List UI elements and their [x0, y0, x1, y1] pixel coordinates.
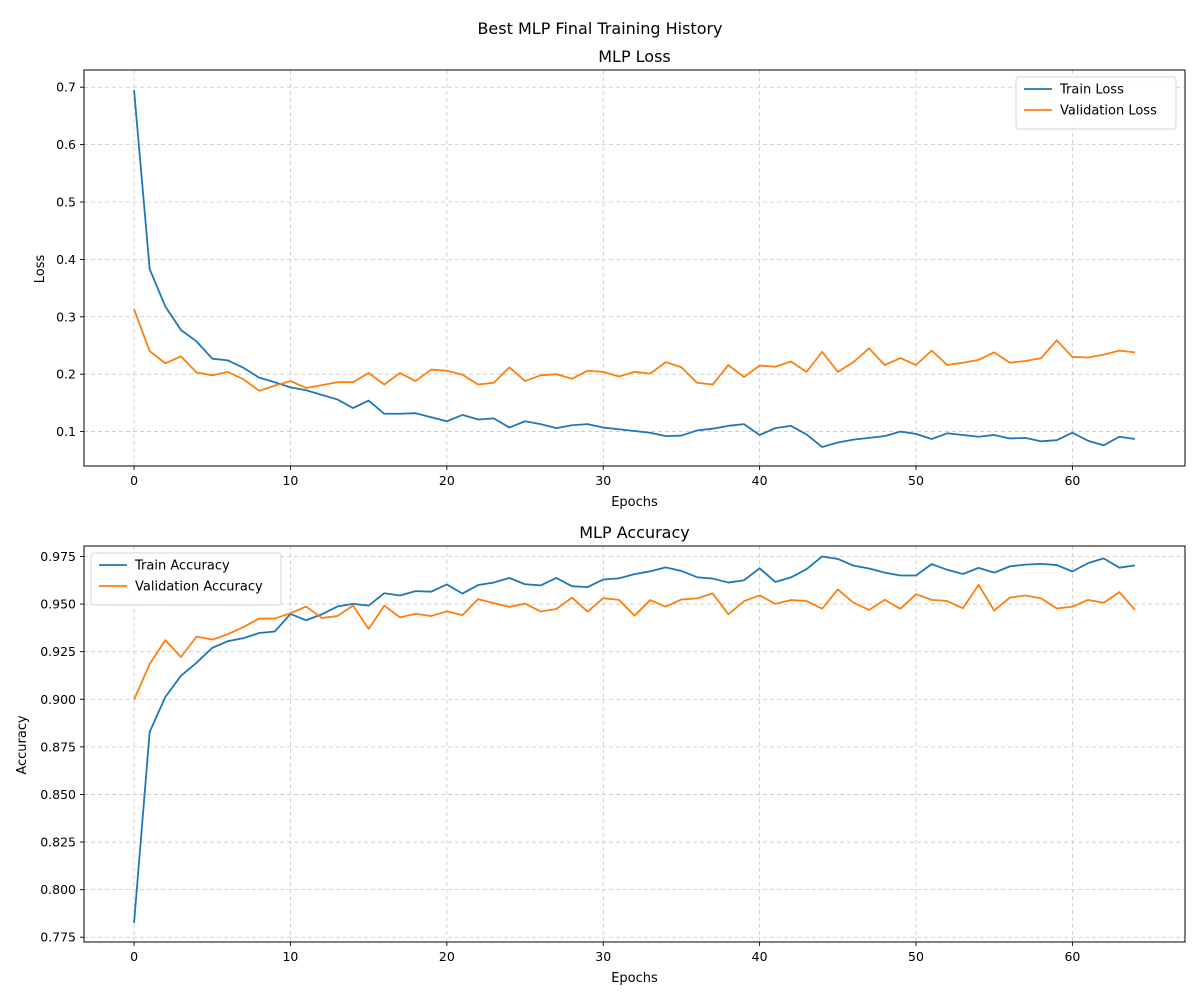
loss-chart-ylabel: Loss: [33, 255, 48, 284]
loss-x-tick-label: 40: [752, 473, 768, 488]
accuracy-y-tick-label: 0.825: [40, 835, 76, 850]
loss-chart-xlabel: Epochs: [611, 495, 658, 510]
accuracy-y-tick-label: 0.775: [40, 930, 76, 945]
loss-legend-label: Train Loss: [1059, 83, 1124, 98]
loss-axes-frame: [83, 69, 1186, 467]
loss-legend-label: Validation Loss: [1060, 104, 1157, 119]
accuracy-x-tick-label: 20: [439, 949, 455, 964]
loss-y-tick-label: 0.5: [56, 195, 76, 210]
accuracy-chart-title: MLP Accuracy: [579, 523, 690, 542]
loss-x-tick-label: 10: [282, 473, 298, 488]
accuracy-y-tick-label: 0.850: [40, 787, 76, 802]
accuracy-chart-xlabel: Epochs: [611, 971, 658, 986]
loss-y-tick-label: 0.3: [56, 309, 76, 324]
accuracy-legend: Train Accuracy Validation Accuracy: [90, 552, 282, 606]
loss-y-tick-label: 0.1: [56, 424, 76, 439]
accuracy-x-tick-label: 0: [130, 949, 138, 964]
accuracy-y-tick-label: 0.950: [40, 597, 76, 612]
figure-suptitle: Best MLP Final Training History: [477, 19, 722, 38]
loss-y-tick-label: 0.6: [56, 137, 76, 152]
loss-x-tick-label: 60: [1064, 473, 1080, 488]
accuracy-legend-label: Train Accuracy: [134, 559, 230, 574]
accuracy-chart: MLP Accuracy Epochs Accuracy 0 10 20 30 40 50…: [15, 523, 1186, 986]
loss-chart-title: MLP Loss: [598, 47, 671, 66]
loss-y-tick-label: 0.7: [56, 80, 76, 95]
accuracy-y-tick-label: 0.925: [40, 644, 76, 659]
loss-legend-box: [1015, 76, 1177, 130]
loss-x-tick-label: 0: [130, 473, 138, 488]
accuracy-series-train-accuracy-line: [133, 555, 1136, 924]
loss-x-tick-label: 50: [908, 473, 924, 488]
accuracy-x-tick-label: 60: [1064, 949, 1080, 964]
loss-chart: MLP Loss Epochs Loss 0 10 20 30 40 50 60 0.1 0.2…: [33, 47, 1186, 510]
accuracy-axes-frame: [83, 545, 1186, 943]
accuracy-legend-box: [90, 552, 282, 606]
accuracy-y-tick-label: 0.975: [40, 549, 76, 564]
accuracy-y-tick-label: 0.875: [40, 739, 76, 754]
loss-chart-plot-area: 0 10 20 30 40 50 60 0.1 0.2 0.3 0.4 0.5 0.6 0.7 Train …: [56, 69, 1186, 488]
accuracy-x-tick-label: 10: [282, 949, 298, 964]
loss-legend: Train Loss Validation Loss: [1015, 76, 1177, 130]
accuracy-x-tick-label: 50: [908, 949, 924, 964]
loss-y-tick-label: 0.2: [56, 367, 76, 382]
accuracy-y-tick-label: 0.900: [40, 692, 76, 707]
accuracy-legend-label: Validation Accuracy: [135, 580, 263, 595]
accuracy-x-tick-label: 40: [752, 949, 768, 964]
loss-y-tick-label: 0.4: [56, 252, 76, 267]
accuracy-y-tick-label: 0.800: [40, 882, 76, 897]
loss-series-train-loss-line: [133, 90, 1136, 448]
accuracy-chart-ylabel: Accuracy: [15, 715, 30, 775]
accuracy-x-tick-label: 30: [595, 949, 611, 964]
loss-x-tick-label: 20: [439, 473, 455, 488]
accuracy-series-validation-accuracy-line: [133, 583, 1136, 701]
loss-x-tick-label: 30: [595, 473, 611, 488]
accuracy-chart-plot-area: 0 10 20 30 40 50 60 0.775 0.800 0.825 0.850 0.875 0.…: [40, 545, 1186, 964]
loss-series-validation-loss-line: [133, 309, 1136, 392]
